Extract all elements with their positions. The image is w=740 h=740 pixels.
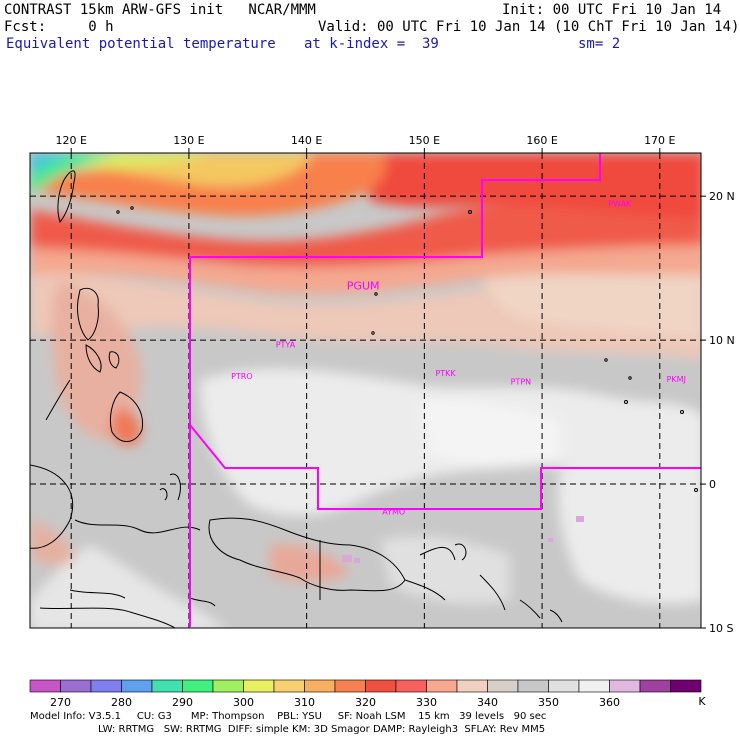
colorbar-swatch xyxy=(578,679,610,693)
lon-label: 150 E xyxy=(409,134,440,147)
colorbar-label: 300 xyxy=(233,696,254,709)
colorbar-swatch xyxy=(517,679,549,693)
lat-label: 0 xyxy=(709,478,716,491)
map-frame xyxy=(29,152,702,629)
latitude-labels: 20 N 10 N 0 10 S xyxy=(709,190,735,635)
colorbar-label: 340 xyxy=(477,696,498,709)
colorbar-swatch xyxy=(243,679,275,693)
lat-label: 20 N xyxy=(709,190,735,203)
high-theta-patches xyxy=(342,516,584,563)
station-ptya: PTYA xyxy=(276,340,296,349)
region-boundary-north xyxy=(189,153,601,627)
station-pgum: PGUM xyxy=(347,280,380,293)
colorbar xyxy=(29,679,702,693)
colorbar-swatch xyxy=(365,679,397,693)
colorbar-swatch xyxy=(151,679,183,693)
colorbar-label: 350 xyxy=(538,696,559,709)
colorbar-label: 360 xyxy=(599,696,620,709)
region-boundary-south xyxy=(189,424,701,510)
colorbar-swatch xyxy=(334,679,366,693)
lon-label: 130 E xyxy=(173,134,204,147)
axis-ticks xyxy=(70,148,706,629)
colorbar-swatch xyxy=(121,679,153,693)
lon-label: 170 E xyxy=(644,134,675,147)
theta-e-field xyxy=(30,153,701,628)
field-name: Equivalent potential temperature xyxy=(6,36,276,52)
colorbar-label: 320 xyxy=(355,696,376,709)
forecast-hour: Fcst: 0 h xyxy=(4,19,114,35)
colorbar-label: 290 xyxy=(172,696,193,709)
model-info-line1: Model Info: V3.5.1 CU: G3 MP: Thompson P… xyxy=(30,711,547,722)
station-ptro: PTRO xyxy=(231,372,253,381)
colorbar-swatch xyxy=(29,679,61,693)
plot-title: CONTRAST 15km ARW-GFS init NCAR/MMM xyxy=(4,2,316,18)
colorbar-swatch xyxy=(395,679,427,693)
level-info: at k-index = 39 xyxy=(304,36,439,52)
station-ptkk: PTKK xyxy=(435,369,456,378)
colorbar-label: 330 xyxy=(416,696,437,709)
init-time: Init: 00 UTC Fri 10 Jan 14 xyxy=(502,2,722,18)
lon-label: 160 E xyxy=(526,134,557,147)
model-info-line2: LW: RRTMG SW: RRTMG DIFF: simple KM: 3D … xyxy=(98,724,546,735)
colorbar-unit: K xyxy=(698,695,706,708)
station-aymo: AYMO xyxy=(382,507,405,516)
colorbar-swatch xyxy=(548,679,580,693)
station-labels: PGUM PWAK PTYA PTRO PTKK PTPN PKMJ AYMO xyxy=(231,199,686,516)
lat-label: 10 N xyxy=(709,334,735,347)
lon-label: 120 E xyxy=(55,134,86,147)
lon-label: 140 E xyxy=(291,134,322,147)
longitude-labels: 120 E 130 E 140 E 150 E 160 E 170 E xyxy=(55,134,675,147)
colorbar-swatch xyxy=(90,679,122,693)
colorbar-label: 270 xyxy=(50,696,71,709)
colorbar-labels: 270 280 290 300 310 320 330 340 350 360 xyxy=(50,696,620,709)
station-pwak: PWAK xyxy=(608,199,632,208)
colorbar-swatch xyxy=(273,679,305,693)
smoothing-info: sm= 2 xyxy=(578,36,621,52)
colorbar-swatch xyxy=(182,679,214,693)
station-ptpn: PTPN xyxy=(511,378,532,387)
colorbar-label: 280 xyxy=(111,696,132,709)
colorbar-swatch xyxy=(304,679,336,693)
colorbar-swatch xyxy=(670,679,702,693)
colorbar-swatch xyxy=(639,679,671,693)
colorbar-swatch xyxy=(609,679,641,693)
colorbar-swatch xyxy=(212,679,244,693)
station-pkmj: PKMJ xyxy=(667,375,686,384)
colorbar-label: 310 xyxy=(294,696,315,709)
lat-label: 10 S xyxy=(709,622,733,635)
valid-time: Valid: 00 UTC Fri 10 Jan 14 (10 ChT Fri … xyxy=(318,19,740,35)
colorbar-swatch xyxy=(426,679,458,693)
coastlines xyxy=(30,170,698,628)
colorbar-swatch xyxy=(60,679,92,693)
colorbar-swatch xyxy=(487,679,519,693)
colorbar-swatch xyxy=(456,679,488,693)
lat-lon-grid xyxy=(30,153,701,628)
